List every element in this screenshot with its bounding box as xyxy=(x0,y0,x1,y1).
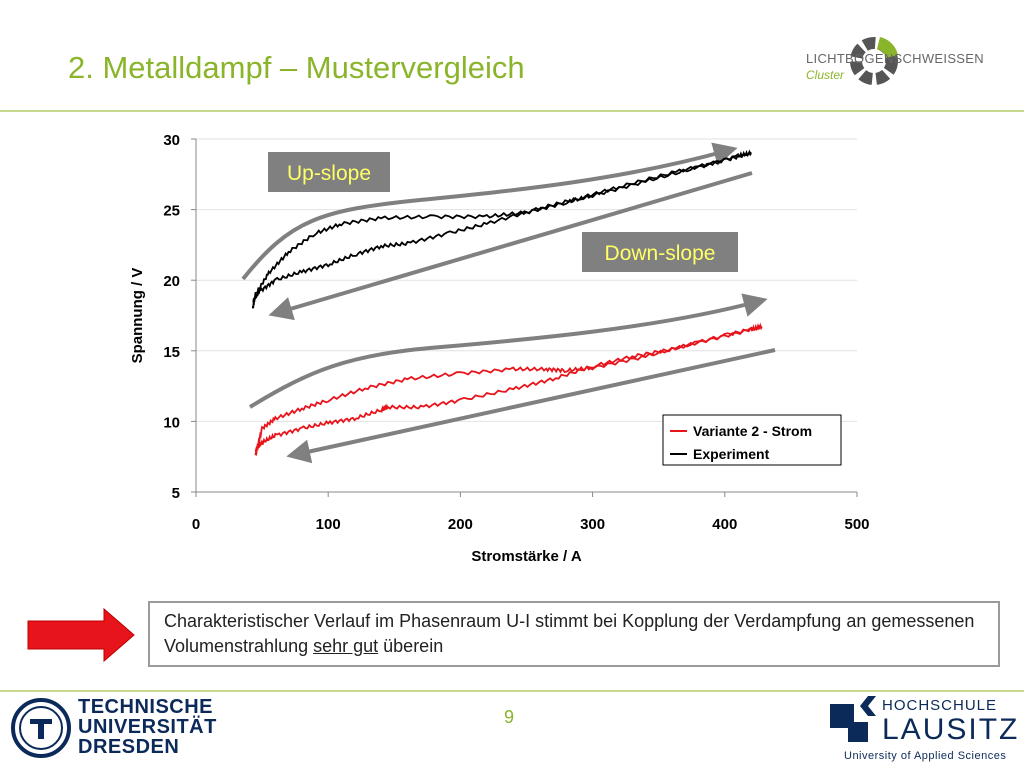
y-tick-label: 5 xyxy=(172,485,180,502)
legend-box xyxy=(662,414,842,466)
x-tick-label: 100 xyxy=(316,516,341,533)
y-tick-label: 15 xyxy=(163,344,180,361)
hl-line-3: University of Applied Sciences xyxy=(844,750,1007,762)
hl-line-1: HOCHSCHULE xyxy=(882,697,998,714)
series-experiment-down-line xyxy=(252,151,752,304)
page-number: 9 xyxy=(504,707,515,727)
footer-divider xyxy=(0,690,1024,692)
y-tick-label: 20 xyxy=(163,273,180,290)
downslope-label-box xyxy=(582,232,738,272)
y-tick-label: 25 xyxy=(163,203,180,220)
y-tick-label: 30 xyxy=(163,132,180,149)
x-tick-label: 500 xyxy=(844,516,869,533)
y-tick-label: 10 xyxy=(163,414,180,431)
chart-guide-arrows xyxy=(241,142,776,464)
tud-line-3: DRESDEN xyxy=(78,736,180,758)
x-tick-label: 300 xyxy=(580,516,605,533)
downslope-upper-arrow xyxy=(268,171,753,321)
downslope-lower-arrow xyxy=(286,348,776,464)
cluster-logo-icon xyxy=(850,37,898,85)
red-arrow-icon xyxy=(27,607,135,663)
upslope-label-text: Up-slope xyxy=(287,162,371,185)
slide-title: 2. Metalldampf – Mustervergleich xyxy=(68,50,525,85)
hochschule-lausitz-icon xyxy=(830,696,876,742)
cluster-name: LICHTBOGENSCHWEISSEN xyxy=(806,51,984,66)
cluster-subtitle: Cluster xyxy=(806,68,845,82)
legend-label: Variante 2 - Strom xyxy=(693,423,812,439)
chart-annotations: Up-slope Down-slope xyxy=(268,152,738,272)
legend-label: Experiment xyxy=(693,446,770,462)
upslope-label-box xyxy=(268,152,390,192)
x-tick-label: 0 xyxy=(192,516,200,533)
tud-line-2: UNIVERSITÄT xyxy=(78,716,217,738)
tud-line-1: TECHNISCHE xyxy=(78,696,214,718)
y-axis-label: Spannung / V xyxy=(129,268,146,364)
chart-legend: Variante 2 - Strom Experiment xyxy=(662,414,842,466)
conclusion-underlined: sehr gut xyxy=(313,636,379,656)
conclusion-text-2: überein xyxy=(378,636,444,656)
tu-dresden-seal-icon xyxy=(11,698,71,758)
upslope-lower-arrow xyxy=(248,293,768,409)
chart-grid xyxy=(196,138,857,422)
conclusion-textbox: Charakteristischer Verlauf im Phasenraum… xyxy=(148,601,1000,667)
x-tick-label: 200 xyxy=(448,516,473,533)
hl-line-2: LAUSITZ xyxy=(882,713,1020,746)
x-tick-label: 400 xyxy=(712,516,737,533)
conclusion-text-1: Charakteristischer Verlauf im Phasenraum… xyxy=(164,611,975,656)
upslope-upper-arrow xyxy=(241,142,738,281)
chart-series xyxy=(251,149,763,457)
downslope-label-text: Down-slope xyxy=(605,242,716,265)
series-variante-down-line xyxy=(254,324,763,455)
tu-dresden-wordmark: TECHNISCHE UNIVERSITÄT DRESDEN xyxy=(78,697,217,757)
x-axis-label: Stromstärke / A xyxy=(471,548,581,565)
title-divider xyxy=(0,110,1024,112)
